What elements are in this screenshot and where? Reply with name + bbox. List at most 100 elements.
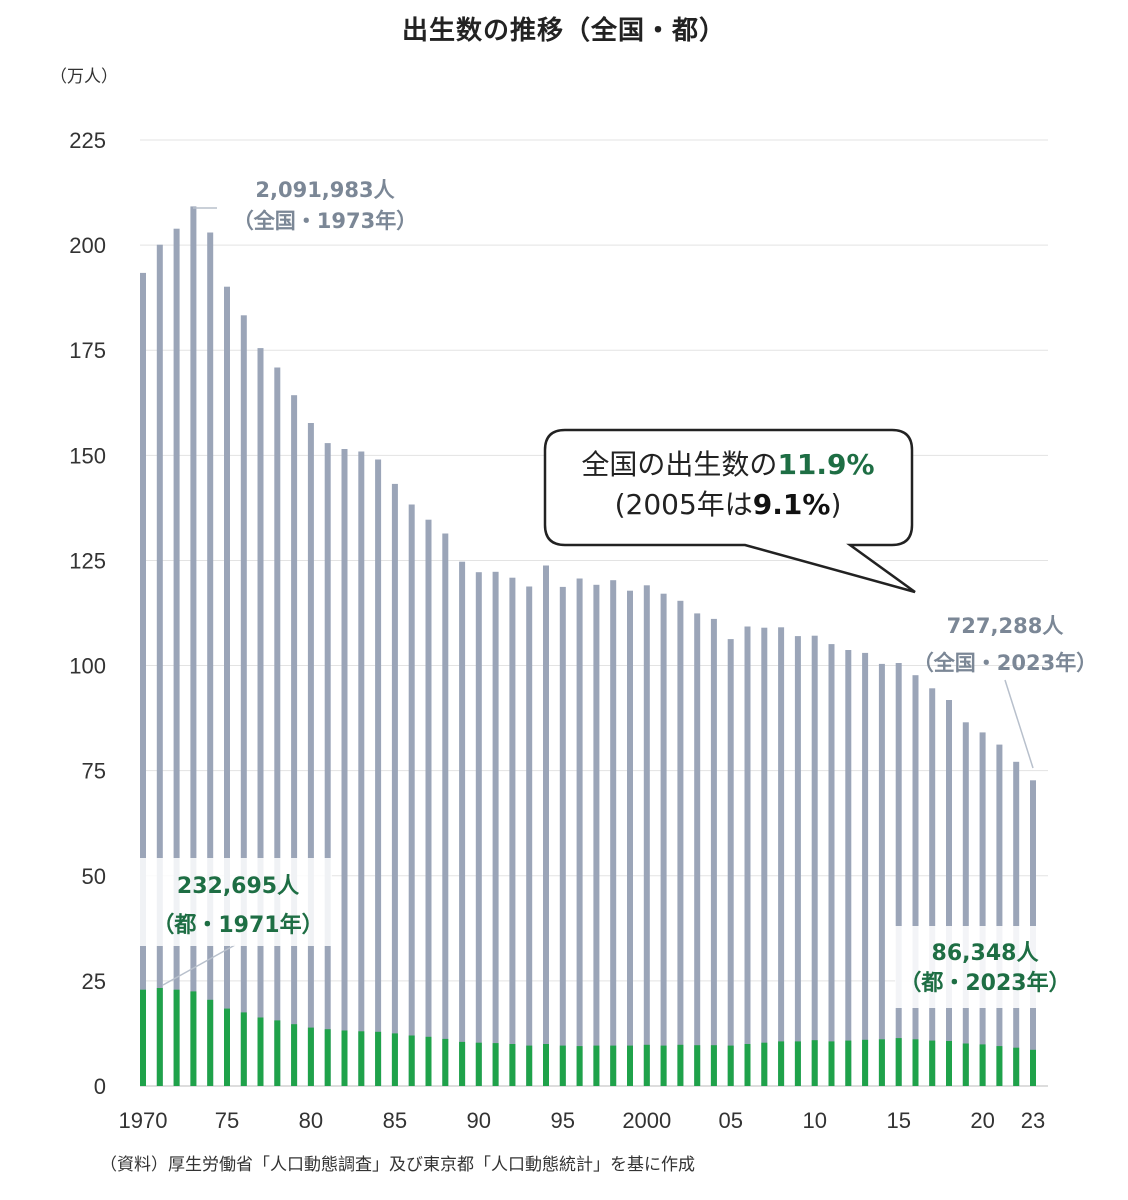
tokyo-peak-leader xyxy=(162,944,236,986)
national-latest-label: （全国・2023年） xyxy=(913,651,1097,675)
bar-tokyo-2007 xyxy=(761,1042,768,1086)
bar-national-1977 xyxy=(257,348,264,1087)
y-axis-unit-label: （万人） xyxy=(50,67,118,87)
y-tick-label: 225 xyxy=(69,128,106,153)
bar-national-2001 xyxy=(660,593,667,1086)
bar-tokyo-1972 xyxy=(173,989,180,1086)
bar-national-1972 xyxy=(173,228,180,1086)
y-tick-label: 150 xyxy=(69,443,106,468)
bar-national-2013 xyxy=(862,652,869,1086)
bar-national-2008 xyxy=(778,627,785,1086)
bar-tokyo-1994 xyxy=(543,1044,549,1086)
bar-tokyo-1979 xyxy=(291,1024,298,1086)
bar-national-1989 xyxy=(459,561,466,1086)
bar-national-1975 xyxy=(224,286,230,1086)
bar-national-1971 xyxy=(156,244,163,1086)
bar-tokyo-2000 xyxy=(643,1044,650,1086)
bar-national-2011 xyxy=(828,644,835,1086)
y-tick-label: 25 xyxy=(82,969,106,994)
bar-national-1998 xyxy=(610,580,617,1086)
x-tick-label: 2000 xyxy=(622,1108,671,1133)
bar-tokyo-2020 xyxy=(979,1044,986,1086)
bar-national-2003 xyxy=(694,613,701,1086)
x-tick-label: 90 xyxy=(467,1108,491,1133)
national-peak-value: 2,091,983人 xyxy=(255,178,394,202)
bar-national-1973 xyxy=(190,206,197,1086)
bar-tokyo-1987 xyxy=(425,1036,432,1086)
bar-national-2007 xyxy=(761,627,768,1086)
bar-tokyo-1993 xyxy=(526,1045,533,1086)
bar-tokyo-1976 xyxy=(240,1012,247,1086)
bar-tokyo-1986 xyxy=(408,1035,415,1086)
bar-tokyo-2017 xyxy=(929,1040,936,1086)
bar-tokyo-1982 xyxy=(341,1030,348,1086)
bar-tokyo-2011 xyxy=(828,1041,835,1086)
bar-tokyo-1998 xyxy=(610,1045,617,1086)
bar-national-1970 xyxy=(140,272,146,1086)
callout-line2: (2005年は9.1%) xyxy=(615,488,842,521)
bar-national-1983 xyxy=(358,451,365,1086)
tokyo-peak-box xyxy=(140,858,332,946)
bar-tokyo-1988 xyxy=(442,1038,449,1086)
x-tick-label: 75 xyxy=(215,1108,239,1133)
x-tick-label: 10 xyxy=(802,1108,826,1133)
bar-national-2016 xyxy=(912,675,919,1086)
bar-tokyo-2001 xyxy=(660,1045,667,1086)
bar-tokyo-2012 xyxy=(845,1040,852,1086)
bar-tokyo-2022 xyxy=(1013,1047,1020,1086)
bar-national-2002 xyxy=(677,600,684,1086)
bar-tokyo-1983 xyxy=(358,1031,365,1086)
y-tick-label: 100 xyxy=(69,654,106,679)
national-peak-label: （全国・1973年） xyxy=(233,209,417,233)
bar-tokyo-2016 xyxy=(912,1039,919,1086)
bar-national-1996 xyxy=(576,578,583,1086)
bar-national-1999 xyxy=(627,590,633,1086)
bar-tokyo-2004 xyxy=(710,1045,717,1086)
tokyo-latest-label: （都・2023年） xyxy=(899,970,1070,996)
bar-tokyo-1974 xyxy=(207,999,214,1086)
callout-bubble xyxy=(543,428,916,594)
bar-national-1984 xyxy=(375,459,382,1086)
bar-national-1993 xyxy=(526,586,533,1086)
bar-national-1981 xyxy=(324,443,331,1087)
bar-tokyo-2008 xyxy=(778,1041,785,1086)
bar-national-1976 xyxy=(240,315,247,1086)
bar-national-1978 xyxy=(274,367,281,1086)
tokyo-latest-box xyxy=(895,926,1073,1008)
y-tick-label: 125 xyxy=(69,548,106,573)
bar-national-2010 xyxy=(811,635,818,1086)
bar-tokyo-2015 xyxy=(895,1038,902,1086)
bar-tokyo-1984 xyxy=(375,1031,382,1086)
bar-national-1992 xyxy=(509,577,516,1086)
bar-tokyo-2009 xyxy=(794,1041,801,1086)
x-tick-label: 80 xyxy=(299,1108,323,1133)
bar-national-2018 xyxy=(946,700,952,1086)
bar-tokyo-1977 xyxy=(257,1017,264,1086)
x-tick-label: 15 xyxy=(886,1108,910,1133)
y-tick-label: 75 xyxy=(82,759,106,784)
bar-national-2009 xyxy=(794,636,801,1086)
tokyo-latest-value: 86,348人 xyxy=(932,941,1039,966)
bar-tokyo-1970 xyxy=(140,989,146,1086)
bar-national-1997 xyxy=(593,584,600,1086)
bar-national-2000 xyxy=(643,585,650,1086)
national-latest-value: 727,288人 xyxy=(947,614,1064,638)
bar-tokyo-1973 xyxy=(190,991,197,1086)
bar-tokyo-1997 xyxy=(593,1045,600,1086)
bar-tokyo-2002 xyxy=(677,1044,684,1086)
bar-tokyo-1999 xyxy=(627,1045,633,1086)
bar-national-2004 xyxy=(710,618,717,1086)
callout-line2-value: 9.1% xyxy=(753,488,831,521)
bar-tokyo-2006 xyxy=(744,1044,751,1086)
y-tick-label: 175 xyxy=(69,338,106,363)
bar-national-2019 xyxy=(962,722,969,1086)
y-tick-label: 200 xyxy=(69,233,106,258)
bar-tokyo-2023 xyxy=(1030,1049,1036,1086)
bar-national-2005 xyxy=(727,639,734,1086)
bar-tokyo-2005 xyxy=(727,1045,734,1086)
bar-national-1995 xyxy=(559,586,566,1086)
x-tick-label: 1970 xyxy=(119,1108,168,1133)
bar-tokyo-1981 xyxy=(324,1029,331,1086)
national-latest-leader xyxy=(1004,679,1034,769)
chart-title: 出生数の推移（全国・都） xyxy=(401,16,726,46)
